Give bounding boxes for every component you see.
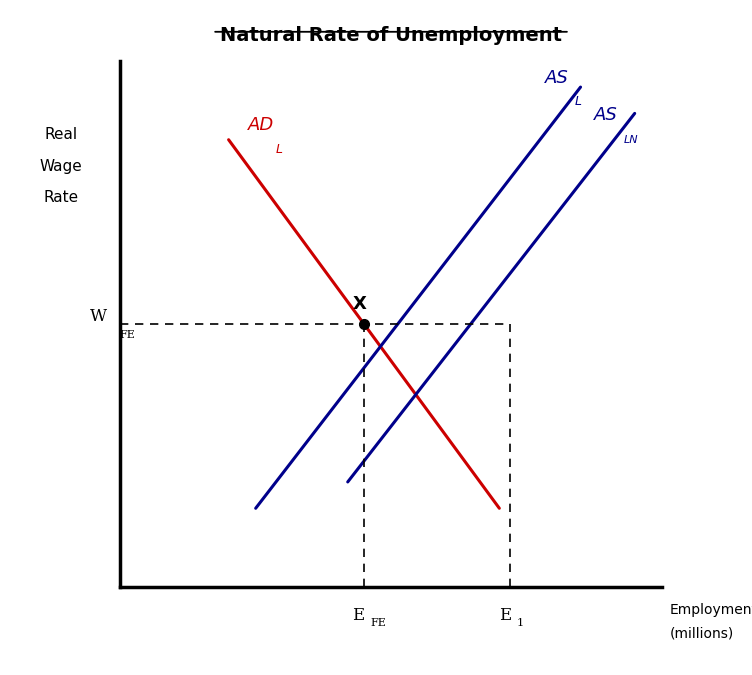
Text: Real: Real (44, 127, 77, 142)
Text: (millions): (millions) (670, 626, 734, 641)
Text: E: E (353, 608, 365, 624)
Text: AD: AD (247, 117, 274, 134)
Text: W: W (89, 308, 107, 325)
Text: 1: 1 (517, 618, 524, 628)
Text: FE: FE (371, 618, 387, 628)
Text: Employment: Employment (670, 603, 752, 617)
Text: Rate: Rate (43, 190, 78, 205)
Text: AS: AS (545, 69, 569, 87)
Text: AS: AS (594, 106, 618, 124)
Text: FE: FE (120, 329, 135, 340)
Text: X: X (353, 295, 366, 313)
Text: L: L (575, 95, 582, 108)
Text: E: E (499, 608, 511, 624)
Text: LN: LN (624, 135, 638, 145)
Text: L: L (276, 142, 283, 155)
Title: Natural Rate of Unemployment: Natural Rate of Unemployment (220, 26, 562, 45)
Text: Wage: Wage (39, 159, 82, 173)
